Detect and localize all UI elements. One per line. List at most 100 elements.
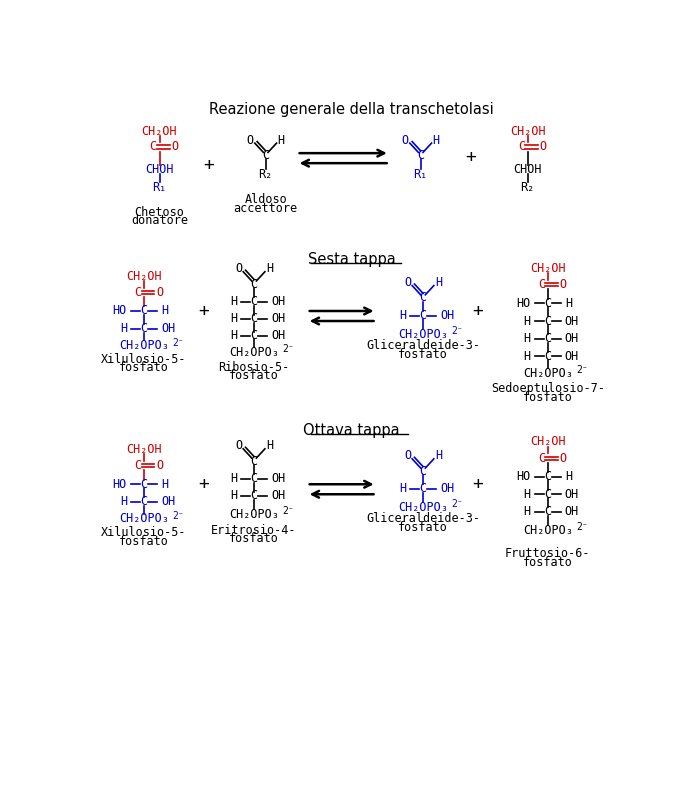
Text: CHOH: CHOH <box>145 163 174 176</box>
Text: Chetoso: Chetoso <box>135 206 184 219</box>
Text: OH: OH <box>565 315 579 328</box>
Text: O: O <box>156 286 163 299</box>
Text: C: C <box>251 312 258 325</box>
Text: O: O <box>247 134 254 146</box>
Text: C: C <box>538 452 545 464</box>
Text: O: O <box>404 276 411 289</box>
Text: C: C <box>140 304 148 317</box>
Text: C: C <box>251 472 258 486</box>
Text: 2⁻: 2⁻ <box>282 506 294 516</box>
Text: H: H <box>435 449 442 462</box>
Text: OH: OH <box>161 322 175 335</box>
Text: C: C <box>140 495 148 509</box>
Text: H: H <box>266 440 273 452</box>
Text: O: O <box>560 452 567 464</box>
Text: Gliceraldeide-3-: Gliceraldeide-3- <box>366 339 480 352</box>
Text: CH₂OPO₃: CH₂OPO₃ <box>229 508 279 521</box>
Text: H: H <box>120 322 127 335</box>
Text: C: C <box>251 295 258 308</box>
Text: H: H <box>230 295 237 308</box>
Text: C: C <box>518 141 525 153</box>
Text: R₁: R₁ <box>153 181 167 194</box>
Text: H: H <box>523 488 531 501</box>
Text: donatore: donatore <box>131 215 188 227</box>
Text: H: H <box>278 134 284 146</box>
Text: CHOH: CHOH <box>513 163 542 176</box>
Text: H: H <box>266 262 273 275</box>
Text: O: O <box>156 460 163 472</box>
Text: HO: HO <box>113 304 127 317</box>
Text: OH: OH <box>271 472 285 486</box>
Text: Gliceraldeide-3-: Gliceraldeide-3- <box>366 513 480 525</box>
Text: O: O <box>404 449 411 462</box>
Text: H: H <box>523 506 531 518</box>
Text: OH: OH <box>565 488 579 501</box>
Text: fosfato: fosfato <box>229 533 279 545</box>
Text: C: C <box>544 488 552 501</box>
Text: H: H <box>230 312 237 325</box>
Text: fosfato: fosfato <box>398 521 448 534</box>
Text: H: H <box>523 315 531 328</box>
Text: C: C <box>251 455 258 467</box>
Text: O: O <box>402 134 409 146</box>
Text: C: C <box>251 277 258 290</box>
Text: CH₂OH: CH₂OH <box>530 262 565 275</box>
Text: R₂: R₂ <box>521 181 534 194</box>
Text: fosfato: fosfato <box>119 535 169 548</box>
Text: Xilulosio-5-: Xilulosio-5- <box>101 353 187 366</box>
Text: C: C <box>544 470 552 483</box>
Text: O: O <box>235 262 242 275</box>
Text: Eritrosio-4-: Eritrosio-4- <box>212 524 297 537</box>
Text: CH₂OPO₃: CH₂OPO₃ <box>119 339 169 352</box>
Text: C: C <box>420 464 427 478</box>
Text: H: H <box>565 297 572 310</box>
Text: CH₂OPO₃: CH₂OPO₃ <box>398 501 448 514</box>
Text: H: H <box>565 470 572 483</box>
Text: fosfato: fosfato <box>119 362 169 374</box>
Text: C: C <box>544 297 552 310</box>
Text: C: C <box>544 506 552 518</box>
Text: H: H <box>433 134 440 146</box>
Text: H: H <box>523 350 531 363</box>
Text: fosfato: fosfato <box>523 390 573 404</box>
Text: H: H <box>435 276 442 289</box>
Text: 2⁻: 2⁻ <box>282 344 294 355</box>
Text: Reazione generale della transchetolasi: Reazione generale della transchetolasi <box>210 102 494 117</box>
Text: C: C <box>251 489 258 502</box>
Text: C: C <box>420 292 427 304</box>
Text: +: + <box>466 148 477 166</box>
Text: C: C <box>538 278 545 291</box>
Text: OH: OH <box>271 489 285 502</box>
Text: accettore: accettore <box>234 202 297 215</box>
Text: +: + <box>472 302 483 320</box>
Text: C: C <box>544 315 552 328</box>
Text: H: H <box>230 472 237 486</box>
Text: H: H <box>399 483 406 495</box>
Text: 2⁻: 2⁻ <box>451 499 463 510</box>
Text: Ribosio-5-: Ribosio-5- <box>218 361 290 374</box>
Text: C: C <box>420 483 427 495</box>
Text: O: O <box>560 278 567 291</box>
Text: Sesta tappa: Sesta tappa <box>308 252 396 267</box>
Text: HO: HO <box>517 297 531 310</box>
Text: C: C <box>140 478 148 491</box>
Text: +: + <box>203 156 214 173</box>
Text: +: + <box>472 475 483 493</box>
Text: C: C <box>544 350 552 363</box>
Text: CH₂OH: CH₂OH <box>126 270 162 283</box>
Text: C: C <box>134 286 142 299</box>
Text: O: O <box>539 141 547 153</box>
Text: Xilulosio-5-: Xilulosio-5- <box>101 526 187 539</box>
Text: H: H <box>161 478 168 491</box>
Text: 2⁻: 2⁻ <box>451 326 463 336</box>
Text: C: C <box>417 149 425 162</box>
Text: +: + <box>199 475 209 493</box>
Text: 2⁻: 2⁻ <box>576 365 588 375</box>
Text: CH₂OPO₃: CH₂OPO₃ <box>119 513 169 525</box>
Text: C: C <box>251 329 258 342</box>
Text: H: H <box>120 495 127 509</box>
Text: CH₂OPO₃: CH₂OPO₃ <box>398 328 448 340</box>
Text: HO: HO <box>517 470 531 483</box>
Text: H: H <box>523 332 531 345</box>
Text: OH: OH <box>440 483 454 495</box>
